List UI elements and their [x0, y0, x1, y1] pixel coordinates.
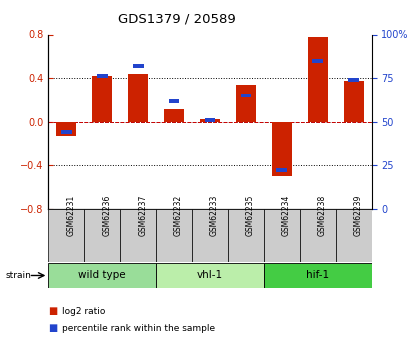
- Text: vhl-1: vhl-1: [197, 270, 223, 280]
- Bar: [308, 37, 328, 122]
- Text: strain: strain: [5, 272, 32, 280]
- Bar: [156, 209, 192, 262]
- Bar: [56, 122, 76, 136]
- Text: GSM62231: GSM62231: [66, 195, 75, 236]
- Text: GDS1379 / 20589: GDS1379 / 20589: [118, 12, 235, 25]
- Text: ■: ■: [48, 306, 58, 316]
- Text: GSM62234: GSM62234: [282, 195, 291, 236]
- Bar: [200, 119, 220, 122]
- Bar: [128, 74, 148, 122]
- Bar: [264, 209, 300, 262]
- Text: GSM62236: GSM62236: [102, 195, 111, 236]
- Text: ■: ■: [48, 324, 58, 333]
- Text: GSM62238: GSM62238: [318, 195, 327, 236]
- Text: GSM62235: GSM62235: [246, 195, 255, 236]
- Bar: [156, 263, 264, 288]
- Text: percentile rank within the sample: percentile rank within the sample: [62, 324, 215, 333]
- Bar: [336, 209, 372, 262]
- Bar: [272, 122, 292, 176]
- Text: GSM62233: GSM62233: [210, 195, 219, 236]
- Bar: [164, 109, 184, 122]
- Bar: [241, 93, 251, 97]
- Bar: [133, 64, 144, 68]
- Bar: [276, 168, 287, 172]
- Bar: [348, 78, 359, 82]
- Bar: [92, 76, 112, 122]
- Text: log2 ratio: log2 ratio: [62, 307, 105, 316]
- Bar: [120, 209, 156, 262]
- Text: GSM62239: GSM62239: [354, 195, 363, 236]
- Bar: [228, 209, 264, 262]
- Bar: [344, 81, 364, 122]
- Bar: [84, 209, 120, 262]
- Bar: [97, 75, 108, 78]
- Text: GSM62232: GSM62232: [174, 195, 183, 236]
- Text: GSM62237: GSM62237: [138, 195, 147, 236]
- Text: hif-1: hif-1: [306, 270, 329, 280]
- Bar: [236, 85, 256, 122]
- Bar: [169, 99, 179, 102]
- Text: wild type: wild type: [79, 270, 126, 280]
- Bar: [300, 209, 336, 262]
- Bar: [48, 209, 84, 262]
- Bar: [192, 209, 228, 262]
- Bar: [48, 263, 156, 288]
- Bar: [61, 130, 72, 134]
- Bar: [312, 59, 323, 62]
- Bar: [205, 118, 215, 122]
- Bar: [264, 263, 372, 288]
